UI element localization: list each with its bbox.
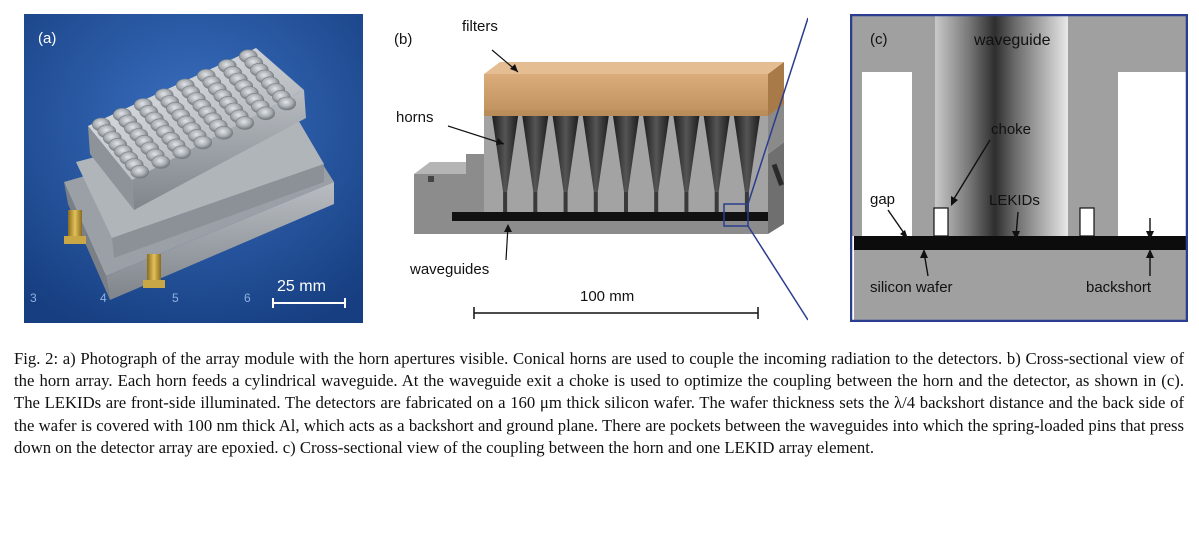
- backshort-label: backshort: [1086, 279, 1152, 296]
- coupling-detail-panel: (c) waveguide choke gap LEKIDs silicon w…: [849, 13, 1189, 323]
- silicon-wafer-block: [854, 250, 1188, 320]
- ruler-number: 5: [172, 291, 179, 305]
- waveguide: [654, 192, 659, 214]
- caption-text: Fig. 2: a) Photograph of the array modul…: [14, 349, 1184, 457]
- waveguides-label: waveguides: [410, 261, 490, 278]
- scale-bar-label: 100 mm: [580, 288, 635, 305]
- waveguide: [744, 192, 749, 214]
- horn: [703, 116, 730, 192]
- waveguide-channel: [935, 14, 1068, 236]
- horn-aperture: [277, 96, 297, 111]
- panel-b-label: (b): [394, 31, 413, 48]
- horn-aperture: [130, 165, 150, 179]
- waveguide-label: waveguide: [974, 32, 1051, 49]
- waveguide: [563, 192, 568, 214]
- gap-label: gap: [870, 191, 896, 208]
- figure-caption: Fig. 2: a) Photograph of the array modul…: [14, 348, 1184, 459]
- horn: [643, 116, 670, 192]
- horn: [492, 116, 519, 192]
- horn: [522, 116, 549, 192]
- horn: [613, 116, 639, 192]
- horn: [552, 116, 579, 192]
- horn: [673, 116, 700, 192]
- horn-aperture: [193, 135, 213, 150]
- horn-aperture: [256, 106, 276, 121]
- horn: [582, 116, 609, 192]
- scale-bar-label: 25 mm: [277, 278, 326, 295]
- horn-aperture: [172, 145, 192, 160]
- waveguide: [533, 192, 538, 214]
- waveguide: [624, 192, 628, 214]
- cross-section-panel: (b) filters horns waveguides 100 mm: [384, 14, 809, 323]
- horn: [733, 116, 760, 192]
- panel-c-label: (c): [870, 31, 888, 48]
- waveguide: [503, 192, 508, 214]
- horn-aperture: [235, 116, 255, 130]
- ruler-number: 6: [244, 291, 251, 305]
- horns-label: horns: [396, 109, 434, 126]
- waveguide: [714, 192, 719, 214]
- ruler-number: 4: [100, 291, 107, 305]
- coupling-detail-diagram: [849, 13, 1189, 323]
- lekids-label: LEKIDs: [989, 192, 1040, 209]
- choke-block: [933, 207, 949, 237]
- silicon-wafer-label: silicon wafer: [870, 279, 953, 296]
- horn-aperture: [214, 126, 234, 140]
- filters-block: [484, 74, 768, 116]
- horn-aperture: [151, 155, 171, 169]
- zoom-box: [723, 203, 749, 227]
- ruler-number: 3: [30, 291, 37, 305]
- choke-label: choke: [991, 121, 1032, 138]
- lekid-layer: [854, 236, 1188, 250]
- array-module-photo: 3 4 5 6: [24, 14, 363, 323]
- detector-layer: [452, 212, 768, 221]
- photo-panel: 3 4 5 6 (a) 25 mm: [24, 14, 363, 323]
- horn-array-cross-section: [414, 17, 809, 321]
- filters-label: filters: [462, 18, 498, 35]
- panel-a-label: (a): [38, 30, 57, 47]
- choke-block: [1079, 207, 1095, 237]
- waveguide: [684, 192, 689, 214]
- waveguide: [593, 192, 598, 214]
